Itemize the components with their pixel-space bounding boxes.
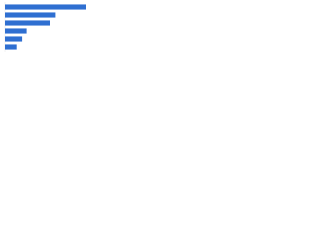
bar	[5, 36, 23, 42]
chart	[0, 0, 100, 71]
bar	[5, 20, 50, 26]
page: (() => { const data = JSON.parse(documen…	[0, 0, 320, 71]
bar	[5, 44, 17, 50]
bar	[5, 28, 27, 34]
background	[0, 0, 100, 71]
bar	[5, 12, 56, 18]
bar	[5, 4, 86, 10]
